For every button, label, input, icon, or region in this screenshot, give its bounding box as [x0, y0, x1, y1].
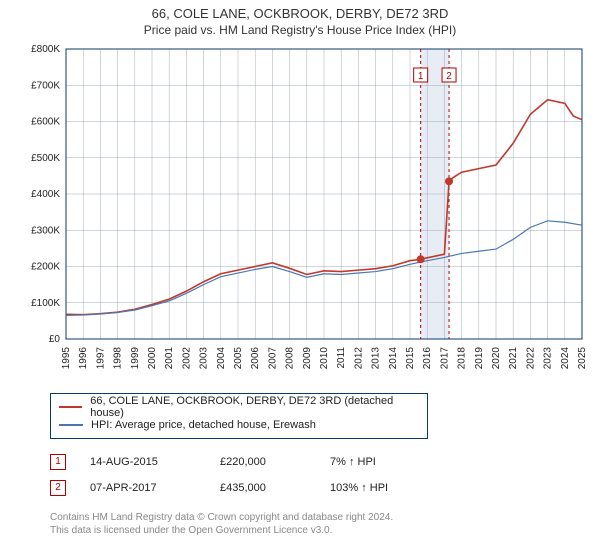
svg-text:1996: 1996 — [78, 347, 89, 370]
svg-text:2016: 2016 — [422, 347, 433, 370]
svg-text:2008: 2008 — [285, 347, 296, 370]
svg-text:2022: 2022 — [525, 347, 536, 370]
svg-text:2: 2 — [446, 71, 452, 82]
svg-text:£500K: £500K — [31, 153, 60, 164]
svg-text:2019: 2019 — [474, 347, 485, 370]
event-pct: 7% ↑ HPI — [330, 456, 450, 468]
svg-text:2007: 2007 — [267, 347, 278, 370]
svg-text:2025: 2025 — [577, 347, 588, 370]
svg-text:£100K: £100K — [31, 298, 60, 309]
svg-text:2010: 2010 — [319, 347, 330, 370]
event-row: 1 14-AUG-2015 £220,000 7% ↑ HPI — [50, 449, 600, 475]
event-table: 1 14-AUG-2015 £220,000 7% ↑ HPI 2 07-APR… — [50, 449, 600, 501]
svg-text:£400K: £400K — [31, 189, 60, 200]
legend-item: 66, COLE LANE, OCKBROOK, DERBY, DE72 3RD… — [59, 398, 419, 416]
svg-text:2017: 2017 — [439, 347, 450, 370]
svg-text:1999: 1999 — [130, 347, 141, 370]
svg-text:2024: 2024 — [560, 347, 571, 370]
chart-svg: £0 £100K £200K £300K £400K £500K £600K £700K £80… — [20, 43, 590, 383]
event-date: 07-APR-2017 — [90, 482, 220, 494]
svg-text:2018: 2018 — [457, 347, 468, 370]
svg-text:1998: 1998 — [113, 347, 124, 370]
title-line-2: Price paid vs. HM Land Registry's House … — [0, 23, 600, 37]
legend: 66, COLE LANE, OCKBROOK, DERBY, DE72 3RD… — [50, 393, 428, 439]
svg-text:2005: 2005 — [233, 347, 244, 370]
svg-text:2003: 2003 — [199, 347, 210, 370]
legend-swatch — [59, 424, 83, 426]
svg-text:1997: 1997 — [95, 347, 106, 370]
svg-text:2014: 2014 — [388, 347, 399, 370]
legend-label: 66, COLE LANE, OCKBROOK, DERBY, DE72 3RD… — [90, 395, 419, 419]
chart: £0 £100K £200K £300K £400K £500K £600K £700K £80… — [20, 43, 590, 383]
footer-line: Contains HM Land Registry data © Crown c… — [50, 511, 600, 524]
svg-text:2004: 2004 — [216, 347, 227, 370]
event-date: 14-AUG-2015 — [90, 456, 220, 468]
svg-text:£300K: £300K — [31, 225, 60, 236]
event-row: 2 07-APR-2017 £435,000 103% ↑ HPI — [50, 475, 600, 501]
svg-text:2015: 2015 — [405, 347, 416, 370]
svg-text:£700K: £700K — [31, 80, 60, 91]
legend-label: HPI: Average price, detached house, Erew… — [91, 419, 316, 431]
svg-text:2023: 2023 — [543, 347, 554, 370]
svg-text:2009: 2009 — [302, 347, 313, 370]
svg-text:2013: 2013 — [371, 347, 382, 370]
svg-text:2011: 2011 — [336, 347, 347, 369]
event-price: £435,000 — [220, 482, 330, 494]
svg-text:£600K: £600K — [31, 117, 60, 128]
legend-swatch — [59, 406, 82, 408]
event-badge: 1 — [50, 454, 66, 470]
svg-text:1: 1 — [418, 71, 424, 82]
page: 66, COLE LANE, OCKBROOK, DERBY, DE72 3RD… — [0, 0, 600, 537]
svg-text:1995: 1995 — [61, 347, 72, 370]
svg-text:2001: 2001 — [164, 347, 175, 370]
event-price: £220,000 — [220, 456, 330, 468]
svg-text:£0: £0 — [49, 334, 61, 345]
svg-text:2000: 2000 — [147, 347, 158, 370]
event-badge: 2 — [50, 480, 66, 496]
svg-text:2021: 2021 — [508, 347, 519, 370]
footer: Contains HM Land Registry data © Crown c… — [50, 511, 600, 537]
svg-text:£800K: £800K — [31, 44, 60, 55]
svg-text:2012: 2012 — [353, 347, 364, 370]
svg-text:2020: 2020 — [491, 347, 502, 370]
event-pct: 103% ↑ HPI — [330, 482, 450, 494]
chart-titles: 66, COLE LANE, OCKBROOK, DERBY, DE72 3RD… — [0, 0, 600, 39]
footer-line: This data is licensed under the Open Gov… — [50, 524, 600, 537]
title-line-1: 66, COLE LANE, OCKBROOK, DERBY, DE72 3RD — [0, 6, 600, 21]
svg-text:2006: 2006 — [250, 347, 261, 370]
svg-text:2002: 2002 — [181, 347, 192, 370]
svg-text:£200K: £200K — [31, 262, 60, 273]
